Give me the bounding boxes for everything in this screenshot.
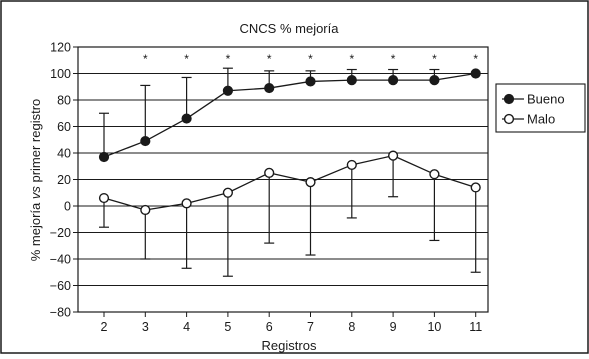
x-tick-label-2: 4 [183, 320, 190, 334]
significance-star-4: * [267, 52, 272, 66]
x-tick-label-6: 8 [348, 320, 355, 334]
y-tick-label-3: −20 [50, 226, 71, 240]
point-bueno-3 [222, 85, 233, 96]
significance-star-3: * [226, 52, 231, 66]
point-malo-7 [388, 150, 399, 161]
significance-star-2: * [184, 52, 189, 66]
x-tick-label-4: 6 [266, 320, 273, 334]
y-tick-label-4: 0 [64, 200, 71, 214]
point-malo-1 [140, 204, 151, 216]
x-tick-label-8: 10 [427, 320, 441, 334]
point-bueno-7 [388, 75, 399, 86]
significance-star-6: * [349, 52, 354, 66]
y-axis-title-part-2: vs [28, 186, 43, 200]
legend-box [495, 83, 586, 133]
point-bueno-5 [305, 76, 316, 87]
plot-area: −80 −60 −40 −20 0 20 40 60 80 100 120 2 3 4 5 6 7 8 9 10 11 *… [50, 41, 489, 334]
x-tick-label-0: 2 [101, 320, 108, 334]
point-bueno-9 [470, 68, 481, 79]
x-tick-label-7: 9 [390, 320, 397, 334]
point-malo-2 [181, 198, 192, 209]
legend-label-bueno: Bueno [527, 92, 565, 107]
y-axis-title: % mejoría vs primer registro [28, 99, 43, 262]
y-tick-label-6: 40 [57, 147, 71, 161]
y-tick-label-8: 80 [57, 94, 71, 108]
point-malo-4 [264, 167, 275, 178]
point-bueno-6 [346, 75, 357, 86]
y-tick-label-5: 20 [57, 173, 71, 187]
point-malo-9 [470, 182, 481, 193]
point-malo-0 [98, 192, 110, 204]
significance-star-5: * [308, 52, 313, 66]
y-tick-label-9: 100 [50, 67, 71, 81]
x-tick-label-3: 5 [224, 320, 231, 334]
point-bueno-4 [264, 82, 275, 94]
x-tick-label-5: 7 [307, 320, 314, 334]
legend-label-malo: Malo [527, 112, 555, 127]
y-axis-title-part-3: primer registro [28, 99, 43, 186]
y-tick-label-0: −80 [50, 306, 71, 320]
point-bueno-8 [429, 75, 440, 86]
legend-marker-bueno [503, 93, 515, 105]
y-tick-label-1: −60 [50, 279, 71, 293]
point-bueno-1 [140, 135, 151, 147]
point-malo-3 [222, 187, 234, 198]
point-bueno-0 [98, 151, 110, 163]
significance-star-1: * [143, 52, 148, 66]
significance-star-7: * [391, 52, 396, 66]
point-malo-5 [305, 177, 316, 188]
legend-marker-malo [503, 113, 515, 125]
y-tick-label-2: −40 [50, 253, 71, 267]
legend: Bueno Malo [495, 83, 586, 133]
point-malo-8 [429, 169, 440, 180]
y-tick-label-7: 60 [57, 120, 71, 134]
series-line-bueno [103, 72, 476, 158]
significance-star-8: * [432, 52, 437, 66]
y-tick-label-10: 120 [50, 41, 71, 55]
significance-star-9: * [473, 52, 478, 66]
y-axis-title-part-1: % mejoría [28, 199, 43, 261]
point-malo-6 [346, 159, 357, 171]
x-axis-title: Registros [262, 338, 317, 353]
series-line-malo [103, 154, 476, 211]
point-bueno-2 [181, 113, 192, 124]
x-tick-label-1: 3 [142, 320, 149, 334]
x-tick-label-9: 11 [469, 320, 482, 334]
chart-title: CNCS % mejoría [240, 21, 340, 36]
